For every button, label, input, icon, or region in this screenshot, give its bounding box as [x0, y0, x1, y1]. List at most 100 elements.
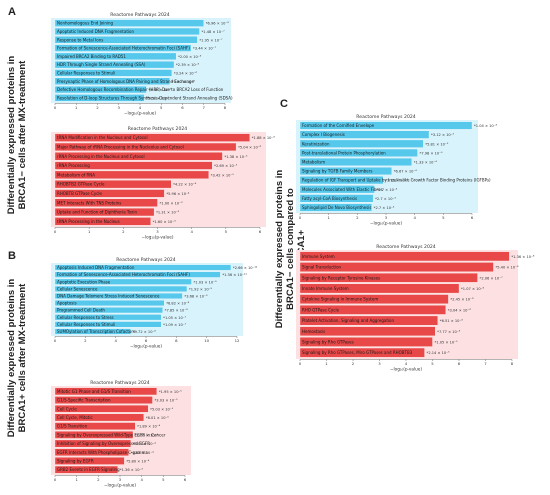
- chart1-x-tick-label: 0: [54, 229, 57, 234]
- chart3-bar-label: Cell Cycle, Mitotic: [57, 415, 93, 420]
- chart1-bar-label: rRNA Processing: [57, 163, 90, 168]
- chart3-bar-label: GRB2 Events in EGFR Signaling: [57, 467, 120, 472]
- chart4-x-tick-label: 6: [471, 215, 474, 220]
- chart4-bar-label: Keratinization: [302, 141, 330, 146]
- chart2-bar: [54, 300, 165, 306]
- chart3-x-axis-label: −log₁₀(p-value): [104, 483, 136, 488]
- chart1-bar-annotation: *3.42 × 10⁻⁵: [211, 173, 235, 177]
- chart0-bar-label: HDR Through Single Strand Annealing (SSA…: [57, 62, 146, 67]
- chart3-bar: [54, 431, 134, 439]
- chart5-bar-annotation: *5.40 × 10⁻⁸: [495, 266, 519, 270]
- chart3-x-tick-label: 5: [162, 477, 165, 482]
- chart4-bar-annotation: *1.15 × 10⁻³: [385, 179, 409, 183]
- chart1-bar-label: tRNA Processing in the Nucleus: [57, 219, 120, 224]
- chart0-bar-label: Formation of Senescence-Associated Heter…: [57, 46, 190, 51]
- chart0-bar-label: Cellular Responses to Stimuli: [57, 70, 115, 75]
- chart2-bar-label: SUMOylation of Transcription Cofactors: [57, 329, 135, 334]
- chart2-bar: [54, 292, 183, 299]
- chart5-x-tick-label: 1: [325, 361, 328, 366]
- chart0-bar-annotation: *1.48 × 10⁻⁷: [202, 30, 226, 34]
- chart2-bar: [54, 314, 162, 321]
- chart4-x-tick-label: 5: [442, 215, 445, 220]
- chart1-bar-label: RHOBTB2 GTPase Cycle: [57, 182, 105, 187]
- chart3-bar-annotation: *5.80 × 10⁻⁴: [126, 459, 150, 463]
- chart3-x-tick-label: 0: [54, 477, 57, 482]
- panel-letter-b: B: [8, 250, 16, 262]
- panel-letter-a: A: [8, 6, 16, 18]
- chart1-x-tick-label: 1: [88, 229, 91, 234]
- chart1-x-tick-label: 2: [122, 229, 125, 234]
- chart0-bar-label: Impaired BRCA2 Binding to RAD51: [57, 54, 126, 59]
- chart5-bar-label: Immune System: [302, 254, 335, 259]
- chart5-bar-annotation: *2.14 × 10⁻⁵: [427, 351, 451, 355]
- chart0-bar-label: Resolution of D-loop Structures Through …: [57, 95, 233, 100]
- chart1-bar-label: tRNA Modification in the Nucleus and Cyt…: [57, 135, 148, 140]
- chart5-bar-annotation: *7.77 × 10⁻⁶: [437, 330, 461, 334]
- chart2-bar-annotation: *3.68 × 10⁻⁹: [184, 294, 208, 298]
- chart3-bar-label: EGFR Interacts With Phospholipase C-gamm…: [57, 450, 148, 455]
- chart4-bar-annotation: *3.12 × 10⁻⁵: [431, 133, 455, 137]
- chart0-bar-annotation: *2.39 × 10⁻⁶: [176, 63, 200, 67]
- chart3-bar-label: G1/S Transition: [57, 424, 88, 429]
- chart4-bar-annotation: *2.7 × 10⁻³: [375, 197, 396, 201]
- chart0-bar: [54, 36, 198, 44]
- chart5-bar: [299, 294, 449, 304]
- chart5-bar-label: Signaling by Rho GTPases, Miro GTPases a…: [302, 350, 413, 355]
- chart2-x-axis-label: −log₁₀(p-value): [130, 344, 162, 349]
- chart4-bar-annotation: *1.04 × 10⁻⁶: [474, 124, 498, 128]
- chart1-bar-annotation: *1.31 × 10⁻³: [156, 211, 180, 215]
- chart4-bar-label: Fatty acyl-CoA Biosynthesis: [302, 196, 357, 201]
- chart3-bar: [54, 465, 118, 474]
- chart5-bar-annotation: *3.04 × 10⁻⁶: [448, 308, 472, 312]
- chart1-x-tick-label: 4: [190, 229, 193, 234]
- chart2-bar-annotation: *6.82 × 10⁻⁸: [166, 302, 190, 306]
- chart5-bar-label: RHO GTPase Cycle: [302, 307, 340, 312]
- chart3-bar: [54, 457, 125, 465]
- chart3-bar-annotation: *1.95 × 10⁻⁵: [159, 390, 183, 394]
- chart4-bar-annotation: *7.98 × 10⁻⁵: [420, 151, 444, 155]
- chart4-bar-annotation: *1.33 × 10⁻⁴: [414, 160, 438, 164]
- chart3-bar-annotation: *1.36 × 10⁻³: [120, 468, 144, 472]
- chart1-bar-label: MET Interacts With TNS Proteins: [57, 200, 121, 205]
- chart4-bar-annotation: *6.67 × 10⁻⁴: [394, 170, 418, 174]
- chart0-bar: [54, 94, 145, 102]
- chart2-bar-label: Formation of Senescence-Associated Heter…: [57, 272, 190, 277]
- chart5-bar: [299, 326, 436, 336]
- chart3-x-tick-label: 2: [97, 477, 100, 482]
- chart4-bar: [299, 157, 412, 166]
- chart0-title: Reactome Pathways 2024: [110, 12, 170, 18]
- chart3-bar-annotation: *8.01 × 10⁻⁵: [146, 416, 170, 420]
- chart5-bar: [299, 251, 510, 262]
- chart1-x-tick-label: 5: [225, 229, 228, 234]
- chart4-bar: [299, 185, 375, 194]
- chart3-bar-label: Inhibition of Signaling by Overexpressed…: [57, 441, 150, 446]
- chart4-bar: [299, 139, 424, 148]
- chart1-bar-annotation: *2.69 × 10⁻⁵: [214, 164, 238, 168]
- chart0-bar-annotation: *5.51 × 10⁻⁵: [146, 96, 170, 100]
- chart3-x-tick-label: 1: [75, 477, 78, 482]
- chart5-bar-label: Innate Immune System: [302, 286, 349, 291]
- chart2-bar-label: DNA Damage Telomere Stress Induced Senes…: [57, 293, 160, 298]
- chart5-bar-annotation: *1.36 × 10⁻⁸: [511, 255, 535, 259]
- chart5-bar-annotation: *6.51 × 10⁻⁶: [440, 319, 464, 323]
- chart1-bar-label: Metabolism of RNA: [57, 172, 95, 177]
- chart2-bar-label: Cellular Responses to Stimuli: [57, 322, 115, 327]
- chart5-bar: [299, 337, 433, 347]
- chart1-bar-label: rRNA Processing in the Nucleus and Cytos…: [57, 154, 145, 159]
- chart0-x-tick-label: 6: [181, 105, 184, 110]
- chart3-bar-annotation: *2.59 × 10⁻⁴: [135, 433, 159, 437]
- chart5-bar-annotation: *2.06 × 10⁻⁷: [480, 276, 504, 280]
- chart4-bar-label: Sphingolipid De Novo Biosynthesis: [302, 205, 371, 210]
- chart5-x-tick-label: 4: [405, 361, 408, 366]
- chart1-bar: [54, 189, 165, 198]
- chart1-bar-annotation: *5.04 × 10⁻⁶: [238, 145, 262, 149]
- chart4-bar: [299, 167, 392, 175]
- chart0-bar-annotation: *3.90 × 10⁻⁶: [172, 80, 196, 84]
- chart5-bar-label: Platelet Activation, Signaling and Aggre…: [302, 318, 394, 323]
- chart5-bar: [299, 262, 494, 272]
- chart5-x-tick-label: 6: [458, 361, 461, 366]
- chart4-bar-annotation: *2.7 × 10⁻³: [374, 206, 395, 210]
- chart4-bar-label: Signaling by TGFB Family Members: [302, 169, 372, 174]
- chart0-x-tick-label: 4: [139, 105, 142, 110]
- chart2-bar-label: Apoptosis Induced DNA Fragmentation: [57, 265, 135, 270]
